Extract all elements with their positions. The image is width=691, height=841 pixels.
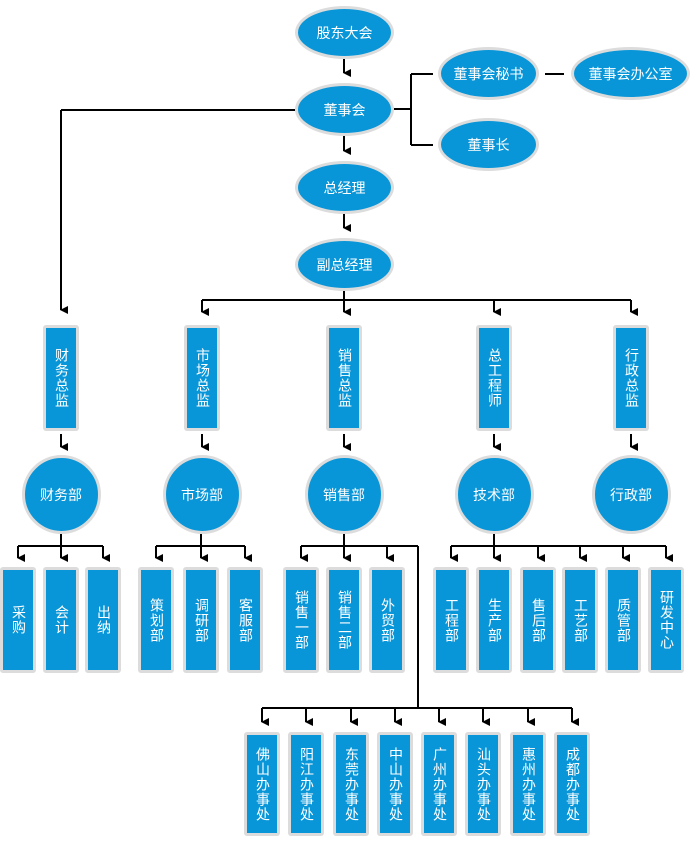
finance-unit-node: 采购	[0, 567, 36, 673]
deputy-general-manager-node: 副总经理	[295, 238, 394, 291]
director-node: 销售总监	[326, 325, 362, 431]
finance-unit-node: 出纳	[85, 567, 121, 673]
board-office-node: 董事会办公室	[571, 47, 690, 100]
director-node: 总工程师	[476, 325, 512, 431]
office-node: 汕头办事处	[465, 732, 501, 836]
finance-unit-node: 会计	[43, 567, 79, 673]
tech-unit-node: 生产部	[476, 567, 512, 673]
sales-unit-node: 销售二部	[326, 567, 362, 673]
board-node: 董事会	[295, 83, 394, 136]
tech-unit-node: 工艺部	[562, 567, 598, 673]
office-node: 成都办事处	[554, 732, 590, 836]
office-node: 东莞办事处	[333, 732, 369, 836]
board-secretary-node: 董事会秘书	[438, 47, 539, 100]
office-node: 广州办事处	[421, 732, 457, 836]
sales-unit-node: 销售一部	[283, 567, 319, 673]
department-node: 销售部	[304, 455, 384, 534]
market-unit-node: 客服部	[227, 567, 263, 673]
tech-unit-node: 研发中心	[648, 567, 684, 673]
market-unit-node: 策划部	[138, 567, 174, 673]
tech-unit-node: 售后部	[520, 567, 556, 673]
office-node: 阳江办事处	[288, 732, 324, 836]
office-node: 惠州办事处	[510, 732, 546, 836]
office-node: 中山办事处	[377, 732, 413, 836]
sales-unit-node: 外贸部	[369, 567, 405, 673]
tech-unit-node: 工程部	[433, 567, 469, 673]
department-node: 市场部	[162, 455, 242, 534]
tech-unit-node: 质管部	[605, 567, 641, 673]
department-node: 行政部	[591, 455, 671, 534]
office-node: 佛山办事处	[244, 732, 280, 836]
chairman-node: 董事长	[438, 118, 539, 171]
department-node: 技术部	[454, 455, 534, 534]
director-node: 市场总监	[184, 325, 220, 431]
general-manager-node: 总经理	[295, 161, 394, 214]
director-node: 行政总监	[613, 325, 649, 431]
shareholders-node: 股东大会	[295, 6, 394, 59]
market-unit-node: 调研部	[183, 567, 219, 673]
department-node: 财务部	[21, 455, 101, 534]
director-node: 财务总监	[43, 325, 79, 431]
